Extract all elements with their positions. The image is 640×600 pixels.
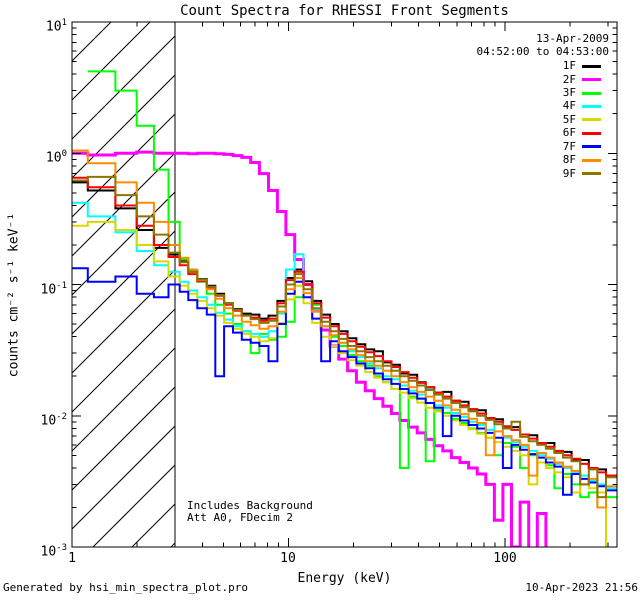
y-tick-label-1e0: 100 (45, 149, 67, 166)
x-axis-label: Energy (keV) (297, 571, 392, 586)
legend-label-8f: 8F (562, 153, 576, 167)
legend-label-1f: 1F (562, 59, 576, 72)
series-line-6f (72, 176, 617, 477)
legend-swatch-6f (582, 131, 601, 135)
legend-label-4f: 4F (562, 99, 576, 113)
legend-swatch-4f (582, 104, 601, 108)
legend-swatch-3f (582, 91, 601, 95)
legend-item-6f: 6F (563, 127, 601, 139)
legend-swatch-9f (582, 172, 601, 176)
legend-label-9f: 9F (562, 166, 576, 180)
date-annotation: 13-Apr-2009 (536, 32, 609, 45)
legend-swatch-1f (582, 64, 601, 68)
legend-label-6f: 6F (562, 126, 576, 140)
time-range-annotation: 04:52:00 to 04:53:00 (476, 45, 609, 58)
x-tick-label-10: 10 (280, 551, 296, 566)
series-line-2f (72, 150, 548, 547)
background-note: Includes Background (187, 499, 313, 512)
legend-swatch-8f (582, 158, 601, 162)
y-tick-label-1e1: 101 (45, 18, 67, 35)
x-tick-label-1: 1 (68, 551, 76, 566)
plot-title: Count Spectra for RHESSI Front Segments (180, 3, 509, 19)
legend-item-5f: 5F (562, 112, 601, 126)
series-line-7f (72, 267, 617, 496)
generated-by-text: Generated by hsi_min_spectra_plot.pro (3, 581, 249, 594)
legend-item-4f: 4F (563, 100, 601, 112)
series-line-8f (72, 149, 617, 509)
legend-label-7f: 7F (562, 139, 576, 153)
y-tick-label-1e-1: 10-1 (40, 280, 68, 297)
x-tick-label-100: 100 (493, 551, 517, 566)
legend-item-3f: 3F (563, 87, 601, 99)
attenuator-note: Att A0, FDecim 2 (187, 511, 293, 524)
legend-item-8f: 8F (563, 154, 601, 166)
legend-item-2f: 2F (562, 72, 601, 86)
y-tick-label-1e-3: 10-3 (40, 543, 68, 560)
legend-label-2f: 2F (562, 72, 576, 86)
y-axis-label: counts cm⁻² s⁻¹ keV⁻¹ (6, 212, 22, 378)
series-line-3f (87, 70, 617, 509)
legend-item-9f: 9F (562, 166, 601, 180)
legend-item-1f: 1F (563, 60, 601, 72)
legend-swatch-5f (582, 118, 601, 122)
series-line-5f (72, 220, 607, 547)
legend-item-7f: 7F (562, 139, 601, 153)
legend-swatch-2f (582, 78, 601, 81)
timestamp-text: 10-Apr-2023 21:56 (525, 581, 638, 594)
legend-swatch-7f (582, 145, 601, 149)
y-tick-label-1e-2: 10-2 (40, 412, 68, 429)
series-line-9f (72, 175, 617, 499)
legend-label-3f: 3F (562, 86, 576, 99)
legend-label-5f: 5F (562, 112, 576, 126)
